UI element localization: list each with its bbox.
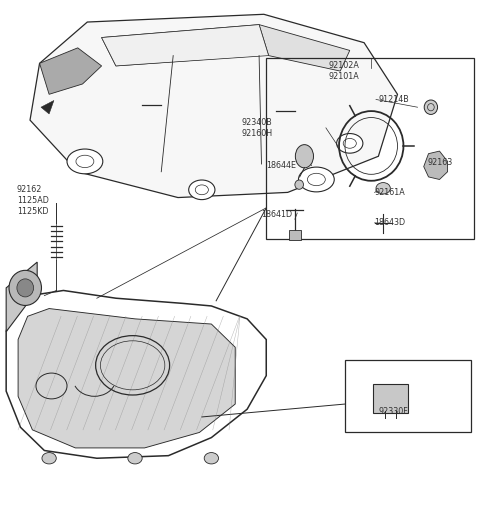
Text: 92102A
92101A: 92102A 92101A — [328, 61, 359, 81]
Polygon shape — [102, 24, 259, 66]
Ellipse shape — [295, 180, 303, 189]
Text: 18641D: 18641D — [262, 210, 293, 218]
Ellipse shape — [42, 453, 56, 464]
Polygon shape — [41, 101, 54, 114]
Ellipse shape — [128, 453, 142, 464]
Ellipse shape — [17, 279, 34, 297]
Text: 92340B
92160H: 92340B 92160H — [241, 118, 273, 138]
Polygon shape — [18, 308, 235, 448]
Text: 18644E: 18644E — [266, 161, 296, 170]
Polygon shape — [259, 24, 350, 71]
Polygon shape — [424, 151, 447, 180]
Ellipse shape — [299, 167, 334, 192]
Ellipse shape — [9, 270, 41, 306]
Text: 92330F: 92330F — [378, 407, 408, 416]
Text: 91214B: 91214B — [378, 95, 409, 104]
Text: 92161A: 92161A — [374, 188, 405, 197]
Text: 92163: 92163 — [427, 158, 452, 167]
Polygon shape — [102, 24, 269, 66]
Ellipse shape — [424, 100, 438, 115]
Text: 18643D: 18643D — [374, 218, 406, 227]
FancyBboxPatch shape — [289, 229, 300, 240]
Ellipse shape — [295, 145, 313, 168]
Ellipse shape — [376, 183, 390, 194]
Text: 92162
1125AD
1125KD: 92162 1125AD 1125KD — [17, 185, 48, 216]
Polygon shape — [30, 15, 397, 198]
Ellipse shape — [189, 180, 215, 200]
Ellipse shape — [204, 453, 218, 464]
Polygon shape — [39, 48, 102, 94]
Ellipse shape — [336, 133, 363, 153]
FancyBboxPatch shape — [373, 384, 408, 413]
Ellipse shape — [67, 149, 103, 174]
Polygon shape — [6, 262, 37, 332]
